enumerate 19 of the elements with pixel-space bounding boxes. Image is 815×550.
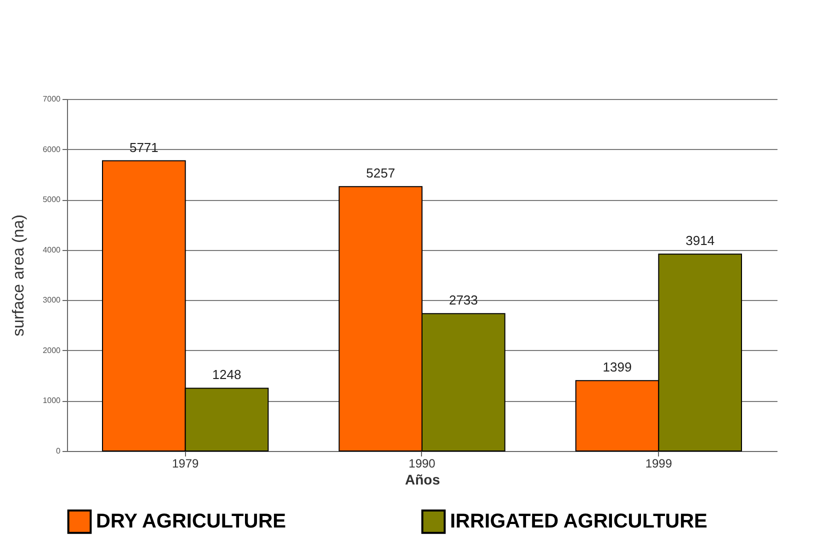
y-tick-label: 4000	[42, 245, 62, 254]
y-tick-label: 0	[56, 446, 62, 456]
x-tick-label: 1990	[408, 456, 436, 470]
y-tick-label: 3000	[42, 296, 62, 305]
y-axis-title: surface area (na)	[10, 214, 28, 336]
x-tick-label: 1979	[172, 456, 200, 470]
data-label: 1248	[212, 367, 242, 382]
legend-label: DRY AGRICULTURE	[96, 510, 286, 533]
y-tick-label: 5000	[42, 195, 62, 204]
data-label: 3914	[686, 233, 715, 248]
data-label: 1399	[602, 360, 632, 375]
y-tick-label: 7000	[42, 94, 62, 104]
data-label: 5257	[366, 166, 396, 181]
x-tick-label: 1999	[645, 456, 672, 470]
legend-label: IRRIGATED AGRICULTURE	[450, 510, 708, 533]
y-tick-label: 6000	[42, 144, 62, 154]
y-tick-label: 2000	[42, 346, 62, 355]
x-axis-title: Años	[405, 472, 440, 488]
y-tick-label: 1000	[42, 396, 62, 406]
